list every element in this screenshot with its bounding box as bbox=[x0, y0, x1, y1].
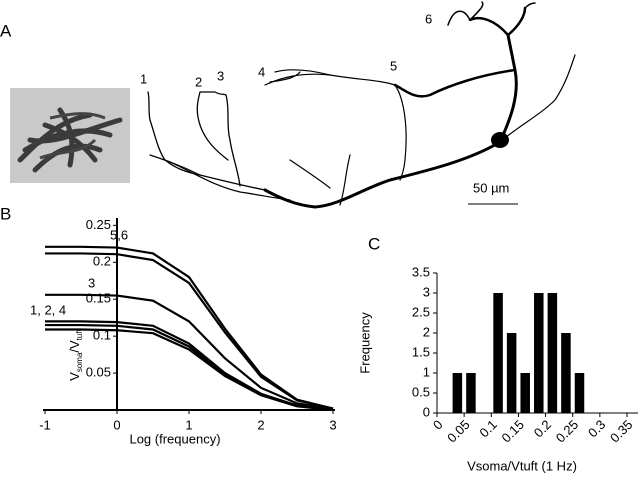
bar bbox=[547, 293, 558, 413]
y-tick-label: 3.5 bbox=[412, 264, 430, 279]
x-tick-label: 0.05 bbox=[444, 417, 473, 446]
x-axis-label: Log (frequency) bbox=[129, 431, 220, 446]
bar bbox=[493, 293, 503, 413]
x-tick-label: 2 bbox=[257, 417, 264, 432]
y-tick-label: 3 bbox=[423, 284, 430, 299]
cell-label: 6 bbox=[425, 11, 432, 26]
y-tick-label: 2.5 bbox=[412, 304, 430, 319]
x-tick-label: 3 bbox=[329, 417, 336, 432]
bar bbox=[452, 373, 463, 413]
y-axis-label: Vsoma/Vtuft bbox=[67, 328, 84, 380]
y-axis-label-part: /V bbox=[67, 340, 82, 353]
y-tick-label: 0.25 bbox=[86, 217, 111, 232]
panel-label: C bbox=[368, 234, 380, 253]
y-axis-label: Frequency bbox=[357, 312, 372, 374]
bar bbox=[466, 373, 476, 413]
neuron-tracing bbox=[147, 1, 576, 209]
x-tick-label: 0.25 bbox=[553, 417, 582, 446]
y-axis-label-part: soma bbox=[75, 352, 84, 372]
x-tick-label: 0.35 bbox=[607, 417, 636, 446]
x-axis-label: Vsoma/Vtuft (1 Hz) bbox=[467, 458, 577, 473]
y-tick-label: 0 bbox=[423, 404, 430, 419]
panel-label: A bbox=[0, 21, 12, 40]
cell-label: 4 bbox=[258, 64, 265, 79]
x-tick-label: 0.1 bbox=[476, 417, 499, 440]
y-tick-label: 0.2 bbox=[93, 254, 111, 269]
y-tick-label: 1.5 bbox=[412, 344, 430, 359]
curve bbox=[45, 252, 334, 410]
x-tick-label: 0.15 bbox=[498, 417, 527, 446]
cell-label: 2 bbox=[195, 74, 202, 89]
micrograph bbox=[10, 88, 130, 183]
y-tick-label: 0.5 bbox=[412, 384, 430, 399]
bar bbox=[534, 293, 544, 413]
annotation: 1, 2, 4 bbox=[30, 302, 66, 317]
x-tick-label: 0.2 bbox=[531, 417, 554, 440]
bar bbox=[574, 373, 585, 413]
bar bbox=[520, 373, 530, 413]
bar bbox=[506, 333, 517, 413]
y-axis-label-part: V bbox=[67, 372, 82, 381]
cell-label: 1 bbox=[140, 71, 147, 86]
y-tick-label: 0.15 bbox=[86, 291, 111, 306]
curve bbox=[45, 293, 334, 411]
x-tick-label: 0 bbox=[430, 417, 446, 433]
panel-label: B bbox=[0, 204, 11, 223]
y-tick-label: 1 bbox=[423, 364, 430, 379]
curve bbox=[45, 245, 334, 410]
x-tick-label: 1 bbox=[185, 417, 192, 432]
curve bbox=[45, 328, 334, 412]
cell-label: 5 bbox=[390, 58, 397, 73]
x-tick-label: -1 bbox=[39, 417, 51, 432]
cell-label: 3 bbox=[217, 68, 224, 83]
y-tick-label: 0.05 bbox=[86, 365, 111, 380]
scale-label: 50 µm bbox=[473, 180, 509, 195]
annotation: 5,6 bbox=[110, 227, 128, 242]
x-tick-label: 0.3 bbox=[585, 417, 608, 440]
y-tick-label: 2 bbox=[423, 324, 430, 339]
y-tick-label: 0.1 bbox=[93, 328, 111, 343]
y-axis-label-part: tuft bbox=[75, 328, 84, 340]
annotation: 3 bbox=[88, 275, 95, 290]
bar bbox=[561, 333, 571, 413]
x-tick-label: 0 bbox=[113, 417, 120, 432]
